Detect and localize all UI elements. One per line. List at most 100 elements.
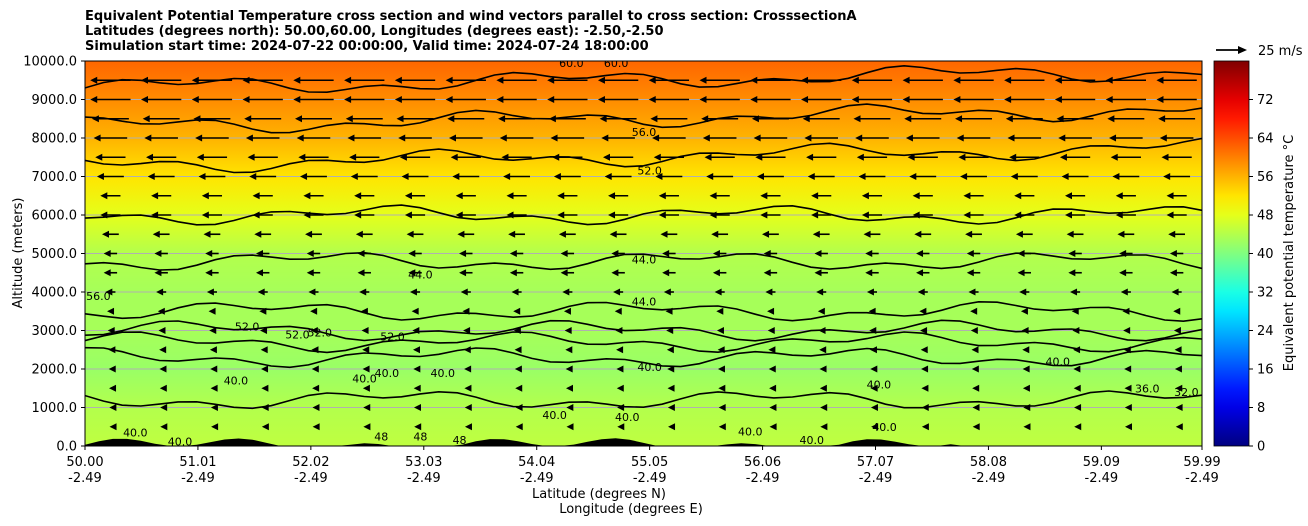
wind-vector-head (394, 96, 402, 103)
wind-vector-head (144, 134, 152, 142)
wind-vector (769, 384, 777, 392)
wind-vector-head (717, 346, 725, 354)
wind-vector-head (245, 134, 253, 142)
title-line-3: Simulation start time: 2024-07-22 00:00:… (85, 39, 649, 54)
wind-vector-head (211, 423, 219, 431)
wind-vector (653, 153, 685, 161)
x-tick-label-lat: 57.07 (857, 455, 894, 470)
wind-vector (566, 423, 574, 431)
wind-vector-head (1004, 96, 1012, 103)
wind-vector (870, 384, 878, 392)
wind-vector-head (1156, 76, 1164, 84)
x-tick-label-lon: -2.49 (746, 471, 780, 486)
wind-vector (1017, 250, 1032, 257)
wind-vector-head (344, 96, 352, 103)
wind-vector (711, 230, 729, 238)
wind-vector (193, 115, 231, 123)
contour-line (85, 137, 1202, 174)
wind-vector (904, 115, 942, 123)
wind-vector (191, 96, 233, 103)
wind-vector (404, 192, 426, 200)
wind-vector (396, 115, 434, 123)
wind-vector-head (310, 327, 318, 334)
contour-label: 48 (413, 430, 427, 443)
wind-vector (312, 404, 320, 411)
wind-vector-head (966, 250, 974, 257)
x-tick-label-lon: -2.49 (633, 471, 667, 486)
wind-vector (819, 384, 827, 392)
wind-vector (1066, 230, 1084, 238)
wind-vector (1023, 404, 1031, 411)
wind-vector (247, 153, 278, 161)
wind-vector-head (311, 365, 319, 373)
wind-vector (210, 365, 218, 373)
wind-vector (921, 365, 929, 373)
wind-vector (310, 307, 318, 315)
contour-label: 40.0 (123, 427, 148, 440)
wind-vector-head (1066, 230, 1074, 238)
wind-vector (699, 96, 740, 103)
wind-vector-head (597, 76, 605, 84)
wind-vector (210, 384, 218, 392)
wind-vector (404, 211, 426, 219)
wind-vector-head (294, 115, 302, 123)
wind-vector-head (1009, 153, 1017, 161)
wind-vector (255, 250, 270, 257)
wind-vector-head (608, 192, 616, 200)
wind-vector (347, 134, 382, 142)
wind-vector (547, 96, 588, 103)
wind-vector-head (398, 134, 406, 142)
wind-vector (1014, 192, 1035, 200)
x-tick-label-lat: 52.02 (292, 455, 329, 470)
contour-label: 40.0 (867, 378, 892, 391)
wind-vector (413, 384, 421, 392)
wind-vector (702, 134, 737, 142)
wind-vector-head (310, 307, 318, 315)
wind-vector (717, 365, 725, 373)
wind-vector (1004, 96, 1045, 103)
wind-vector (905, 134, 940, 142)
wind-vector-head (249, 173, 257, 180)
wind-vector-head (108, 365, 116, 373)
wind-vector (503, 173, 531, 180)
wind-vector (709, 192, 730, 200)
wind-vector (1119, 269, 1133, 277)
x-tick-label-lat: 59.09 (1083, 455, 1120, 470)
wind-vector (768, 346, 776, 354)
wind-vector-head (1010, 173, 1018, 180)
wind-vector-head (455, 211, 463, 219)
contour-label: 48 (453, 434, 467, 447)
wind-vector-head (616, 365, 624, 373)
wind-vector-head (1161, 153, 1169, 161)
contour-line (85, 331, 1202, 354)
wind-vector-head (1123, 346, 1131, 354)
wind-vector-head (904, 115, 912, 123)
wind-vector-head (1017, 250, 1025, 257)
wind-vector (855, 134, 889, 142)
wind-vector-head (807, 173, 815, 180)
wind-vector-head (354, 192, 362, 200)
wind-vector-head (345, 115, 353, 123)
wind-vector-head (107, 307, 115, 315)
wind-vector (750, 76, 791, 84)
wind-vector (156, 288, 167, 296)
wind-vector-head (1022, 384, 1030, 392)
wind-vector (408, 250, 422, 257)
wind-vector-head (450, 153, 458, 161)
contour-label: 52.0 (637, 165, 662, 178)
wind-vector (255, 269, 270, 277)
wind-vector (616, 365, 624, 373)
wind-vector-head (191, 96, 199, 103)
wind-vector (354, 192, 375, 200)
wind-vector (413, 346, 421, 354)
wind-vector (861, 211, 883, 219)
wind-vector (515, 384, 523, 392)
wind-vector (956, 134, 991, 142)
wind-vector (501, 153, 532, 161)
wind-vector-head (1109, 134, 1117, 142)
wind-vector (515, 404, 523, 411)
wind-vector-head (965, 230, 973, 238)
wind-vector-head (363, 423, 371, 431)
wind-vector (455, 211, 476, 219)
wind-vector (499, 134, 534, 142)
